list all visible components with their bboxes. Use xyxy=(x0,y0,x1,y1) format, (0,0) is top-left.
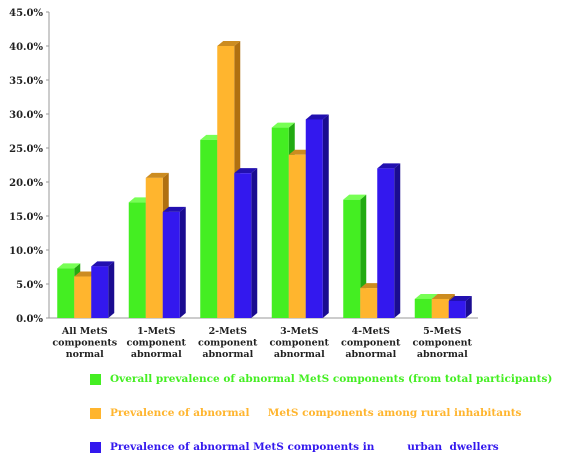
bar-top xyxy=(377,163,401,169)
bar xyxy=(128,202,146,318)
bar xyxy=(305,119,323,318)
x-tick-label: All MetS components normal xyxy=(52,326,117,360)
bar xyxy=(343,199,361,318)
bar-top xyxy=(145,172,169,178)
legend-item-urban: Prevalence of abnormal MetS components i… xyxy=(90,440,560,456)
bar-top xyxy=(343,194,367,200)
y-tick-label: 35.0% xyxy=(9,76,43,87)
bar xyxy=(360,288,378,318)
y-tick-label: 5.0% xyxy=(16,280,43,291)
y-tick-label: 30.0% xyxy=(9,110,43,121)
legend-label-urban: Prevalence of abnormal MetS components i… xyxy=(110,441,499,453)
x-tick-label: 5-MetS component abnormal xyxy=(413,326,473,360)
x-tick-label: 1-MetS component abnormal xyxy=(127,326,187,360)
y-tick-label: 0.0% xyxy=(16,314,43,325)
bar xyxy=(91,266,109,318)
bar-top xyxy=(234,168,258,174)
bar-top xyxy=(271,122,295,128)
y-tick-label: 25.0% xyxy=(9,144,43,155)
y-tick-label: 15.0% xyxy=(9,212,43,223)
bar-side xyxy=(251,168,258,318)
bar xyxy=(162,211,180,318)
bar-top xyxy=(414,293,438,299)
bar xyxy=(200,139,218,318)
bar xyxy=(414,298,432,318)
bar-side xyxy=(179,206,186,318)
y-tick-label: 45.0% xyxy=(9,8,43,19)
legend-item-rural: Prevalence of abnormal MetS components a… xyxy=(90,406,560,422)
y-tick-label: 40.0% xyxy=(9,42,43,53)
legend-label-overall: Overall prevalence of abnormal MetS comp… xyxy=(110,373,553,385)
bar xyxy=(271,127,289,318)
bar-side xyxy=(465,296,472,318)
bar xyxy=(377,168,395,318)
bar xyxy=(288,154,306,318)
y-tick-label: 10.0% xyxy=(9,246,43,257)
bar xyxy=(448,301,466,318)
bar-side xyxy=(322,114,329,318)
legend-swatch-rural xyxy=(90,408,101,419)
y-tick-label: 20.0% xyxy=(9,178,43,189)
bar-top xyxy=(162,206,186,212)
legend-swatch-urban xyxy=(90,442,101,453)
bar xyxy=(431,298,449,318)
bar-top xyxy=(448,296,472,301)
legend-item-overall: Overall prevalence of abnormal MetS comp… xyxy=(90,372,560,388)
bar-side xyxy=(394,163,401,318)
legend-swatch-overall xyxy=(90,374,101,385)
bar-top xyxy=(431,293,455,299)
bar-top xyxy=(305,114,329,120)
bar xyxy=(145,177,163,318)
x-tick-label: 2-MetS component abnormal xyxy=(198,326,258,360)
bar xyxy=(74,276,92,318)
bar-chart: 0.0% 5.0% 10.0% 15.0% 20.0% 25.0% 30.0% 35.0% 40… xyxy=(9,8,478,360)
legend-label-rural: Prevalence of abnormal MetS components a… xyxy=(110,407,522,419)
bar-side xyxy=(108,261,115,318)
bar xyxy=(234,173,252,318)
bar-top xyxy=(91,261,115,267)
bar-top xyxy=(217,41,241,46)
bar xyxy=(57,268,75,318)
x-tick-label: 3-MetS component abnormal xyxy=(270,326,330,360)
bar-top xyxy=(57,263,81,269)
x-tick-label: 4-MetS component abnormal xyxy=(341,326,401,360)
bar xyxy=(217,46,235,318)
